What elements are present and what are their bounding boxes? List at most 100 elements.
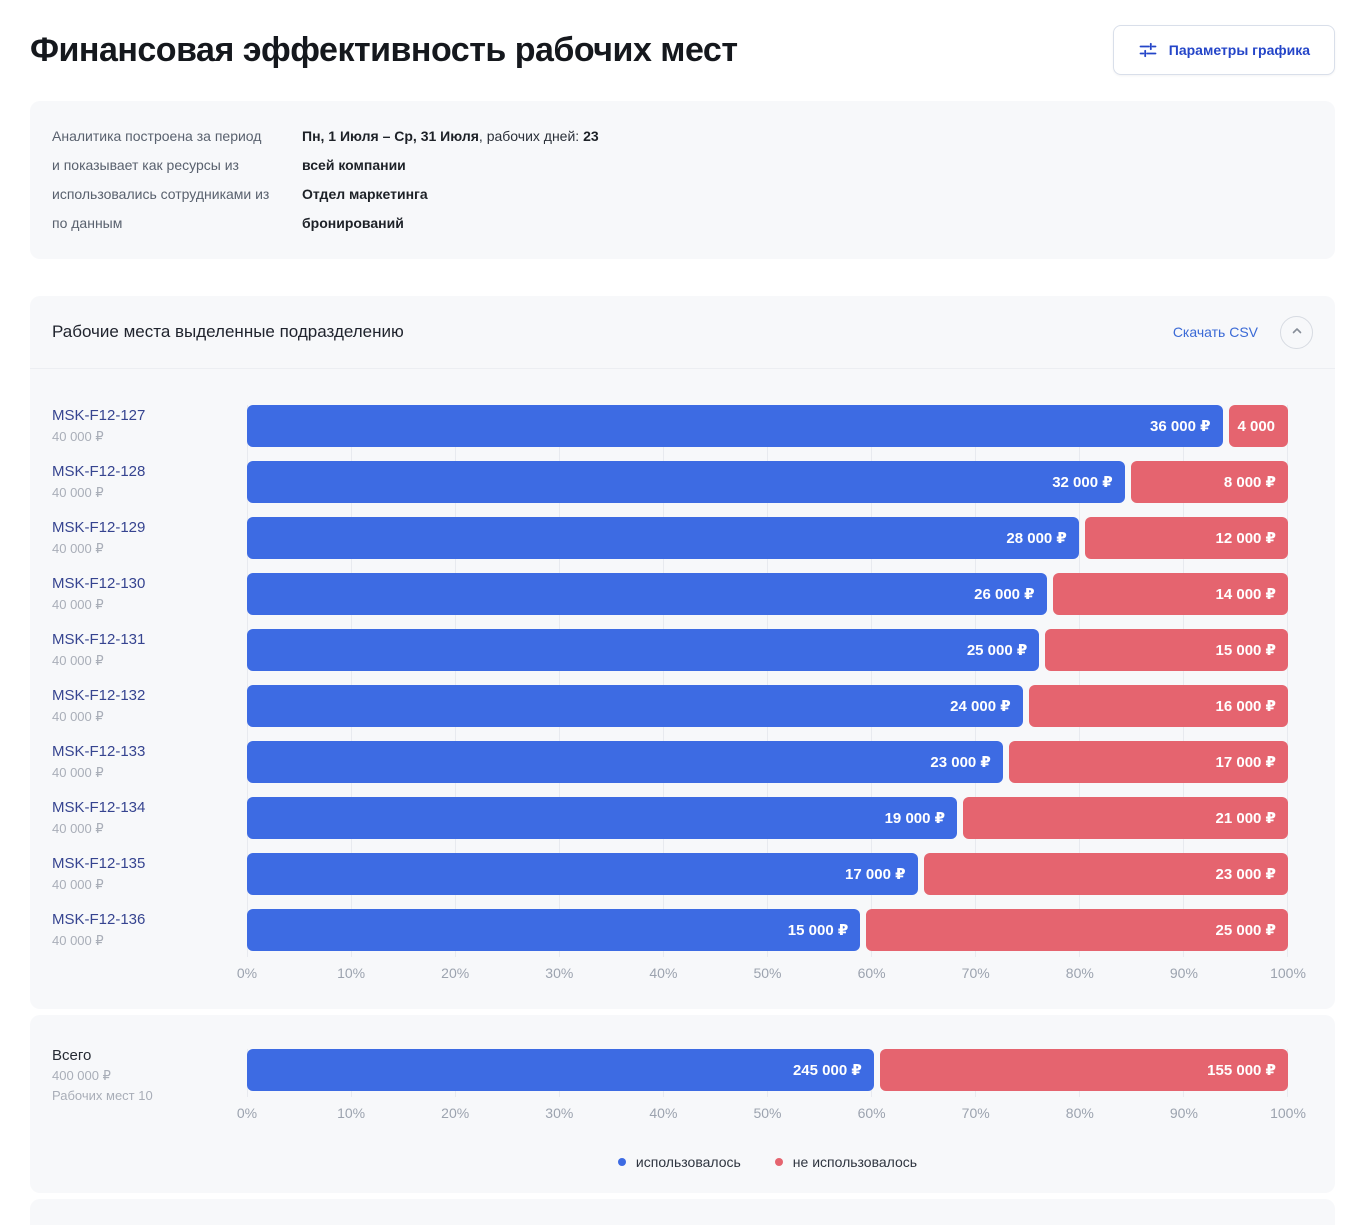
workplace-row: MSK-F12-128 40 000 ₽ 32 000 ₽ 8 000 ₽ xyxy=(30,461,1335,503)
workplace-row: MSK-F12-131 40 000 ₽ 25 000 ₽ 15 000 ₽ xyxy=(30,629,1335,671)
workplace-row: MSK-F12-135 40 000 ₽ 17 000 ₽ 23 000 ₽ xyxy=(30,853,1335,895)
bar-value-label: 25 000 ₽ xyxy=(966,642,1028,659)
bar-value-label: 16 000 ₽ xyxy=(1215,698,1276,715)
chart-settings-button[interactable]: Параметры графика xyxy=(1112,25,1335,75)
bar-rows: MSK-F12-127 40 000 ₽ 36 000 ₽ 4 000 MSK-… xyxy=(30,405,1335,951)
total-bars: 245 000 ₽ 155 000 ₽ xyxy=(247,1049,1288,1091)
bar-value-label: 15 000 ₽ xyxy=(1215,642,1276,659)
used-bar-segment[interactable]: 32 000 ₽ xyxy=(247,461,1125,503)
bar-value-label: 4 000 xyxy=(1237,417,1276,435)
workplace-row: MSK-F12-134 40 000 ₽ 19 000 ₽ 21 000 ₽ xyxy=(30,797,1335,839)
total-label-block: Всего 400 000 ₽ Рабочих мест 10 xyxy=(30,1047,247,1103)
workplace-link[interactable]: MSK-F12-130 xyxy=(52,575,146,592)
used-bar-segment[interactable]: 28 000 ₽ xyxy=(247,517,1079,559)
workplace-budget: 40 000 ₽ xyxy=(52,765,104,780)
bar-value-label: 24 000 ₽ xyxy=(950,698,1011,715)
bar-value-label: 21 000 ₽ xyxy=(1215,810,1276,827)
summary-row-department: использовались сотрудниками из Отдел мар… xyxy=(52,180,1313,209)
used-bar-segment[interactable]: 15 000 ₽ xyxy=(247,909,861,951)
axis-tick-label: 50% xyxy=(753,965,782,981)
download-csv-link[interactable]: Скачать CSV xyxy=(1172,324,1258,340)
unused-bar-segment[interactable]: 17 000 ₽ xyxy=(1008,741,1288,783)
workplace-row: MSK-F12-132 40 000 ₽ 24 000 ₽ 16 000 ₽ xyxy=(30,685,1335,727)
axis-tick-label: 80% xyxy=(1065,1105,1094,1121)
workplace-link[interactable]: MSK-F12-129 xyxy=(52,519,146,536)
summary-value: Пн, 1 Июля – Ср, 31 Июля, рабочих дней: … xyxy=(302,128,599,144)
used-bar-segment[interactable]: 23 000 ₽ xyxy=(247,741,1003,783)
used-bar-segment[interactable]: 26 000 ₽ xyxy=(247,573,1047,615)
summary-value: бронирований xyxy=(302,215,404,231)
total-unused-bar-segment[interactable]: 155 000 ₽ xyxy=(879,1049,1288,1091)
summary-row-source: по данным бронирований xyxy=(52,209,1313,238)
axis-tick-label: 100% xyxy=(1270,1105,1306,1121)
bar-value-label: 26 000 ₽ xyxy=(974,586,1035,603)
workplaces-chart-card: Рабочие места выделенные подразделению С… xyxy=(30,296,1335,1009)
workplace-label-block: MSK-F12-133 40 000 ₽ xyxy=(30,741,247,783)
axis-tick-label: 70% xyxy=(961,1105,990,1121)
summary-row-scope: и показывает как ресурсы из всей компани… xyxy=(52,151,1313,180)
legend-label: не использовалось xyxy=(792,1154,918,1170)
unused-bar-segment[interactable]: 16 000 ₽ xyxy=(1028,685,1288,727)
workplace-bars: 19 000 ₽ 21 000 ₽ xyxy=(247,797,1288,839)
bar-value-label: 155 000 ₽ xyxy=(1207,1062,1276,1079)
collapse-section-button[interactable] xyxy=(1280,315,1313,349)
unused-bar-segment[interactable]: 8 000 ₽ xyxy=(1130,461,1288,503)
summary-label: использовались сотрудниками из xyxy=(52,186,270,202)
workplace-bars: 26 000 ₽ 14 000 ₽ xyxy=(247,573,1288,615)
section-title: Рабочие места выделенные подразделению xyxy=(52,322,404,341)
total-used-bar-segment[interactable]: 245 000 ₽ xyxy=(247,1049,874,1091)
workplace-link[interactable]: MSK-F12-127 xyxy=(52,407,146,424)
total-card: Всего 400 000 ₽ Рабочих мест 10 245 000 … xyxy=(30,1015,1335,1193)
sliders-icon xyxy=(1138,40,1158,60)
unused-bar-segment[interactable]: 12 000 ₽ xyxy=(1084,517,1288,559)
workplace-budget: 40 000 ₽ xyxy=(52,597,104,612)
total-name: Всего xyxy=(52,1047,92,1064)
bar-value-label: 28 000 ₽ xyxy=(1006,530,1067,547)
workplace-budget: 40 000 ₽ xyxy=(52,877,104,892)
axis-tick-label: 40% xyxy=(649,1105,678,1121)
unused-bar-segment[interactable]: 14 000 ₽ xyxy=(1052,573,1288,615)
unused-bar-segment[interactable]: 23 000 ₽ xyxy=(923,853,1288,895)
used-bar-segment[interactable]: 25 000 ₽ xyxy=(247,629,1040,671)
workplace-label-block: MSK-F12-127 40 000 ₽ xyxy=(30,405,247,447)
workplace-label-block: MSK-F12-135 40 000 ₽ xyxy=(30,853,247,895)
workplace-label-block: MSK-F12-132 40 000 ₽ xyxy=(30,685,247,727)
workplace-row: MSK-F12-133 40 000 ₽ 23 000 ₽ 17 000 ₽ xyxy=(30,741,1335,783)
summary-value: Отдел маркетинга xyxy=(302,186,428,202)
used-bar-segment[interactable]: 36 000 ₽ xyxy=(247,405,1223,447)
legend-dot-icon xyxy=(774,1158,783,1166)
total-budget: 400 000 ₽ xyxy=(52,1068,111,1083)
bar-value-label: 12 000 ₽ xyxy=(1215,530,1276,547)
legend-item: использовалось xyxy=(617,1154,741,1170)
used-bar-segment[interactable]: 24 000 ₽ xyxy=(247,685,1023,727)
workplace-link[interactable]: MSK-F12-134 xyxy=(52,799,146,816)
unused-bar-segment[interactable]: 15 000 ₽ xyxy=(1045,629,1288,671)
workplace-bars: 28 000 ₽ 12 000 ₽ xyxy=(247,517,1288,559)
chart-header-actions: Скачать CSV xyxy=(1172,315,1313,349)
workplace-budget: 40 000 ₽ xyxy=(52,933,104,948)
chevron-up-icon xyxy=(1290,324,1304,341)
summary-label: и показывает как ресурсы из xyxy=(52,157,239,173)
bar-value-label: 36 000 ₽ xyxy=(1150,418,1211,435)
axis-tick-label: 70% xyxy=(961,965,990,981)
workplace-label-block: MSK-F12-136 40 000 ₽ xyxy=(30,909,247,951)
workplace-link[interactable]: MSK-F12-128 xyxy=(52,463,146,480)
bar-value-label: 17 000 ₽ xyxy=(1215,754,1276,771)
workplace-link[interactable]: MSK-F12-136 xyxy=(52,911,146,928)
settings-button-label: Параметры графика xyxy=(1168,42,1310,58)
workplace-link[interactable]: MSK-F12-131 xyxy=(52,631,146,648)
used-bar-segment[interactable]: 19 000 ₽ xyxy=(247,797,958,839)
workplace-link[interactable]: MSK-F12-133 xyxy=(52,743,146,760)
workplace-row: MSK-F12-127 40 000 ₽ 36 000 ₽ 4 000 xyxy=(30,405,1335,447)
workplace-link[interactable]: MSK-F12-135 xyxy=(52,855,146,872)
workplace-budget: 40 000 ₽ xyxy=(52,541,104,556)
used-bar-segment[interactable]: 17 000 ₽ xyxy=(247,853,918,895)
unused-bar-segment[interactable]: 4 000 xyxy=(1228,405,1288,447)
axis-tick-label: 10% xyxy=(337,965,366,981)
bar-value-label: 15 000 ₽ xyxy=(787,922,849,939)
unused-bar-segment[interactable]: 25 000 ₽ xyxy=(866,909,1288,951)
axis-tick-label: 100% xyxy=(1270,965,1306,981)
workplace-link[interactable]: MSK-F12-132 xyxy=(52,687,146,704)
chart-header: Рабочие места выделенные подразделению С… xyxy=(30,296,1335,369)
unused-bar-segment[interactable]: 21 000 ₽ xyxy=(963,797,1288,839)
